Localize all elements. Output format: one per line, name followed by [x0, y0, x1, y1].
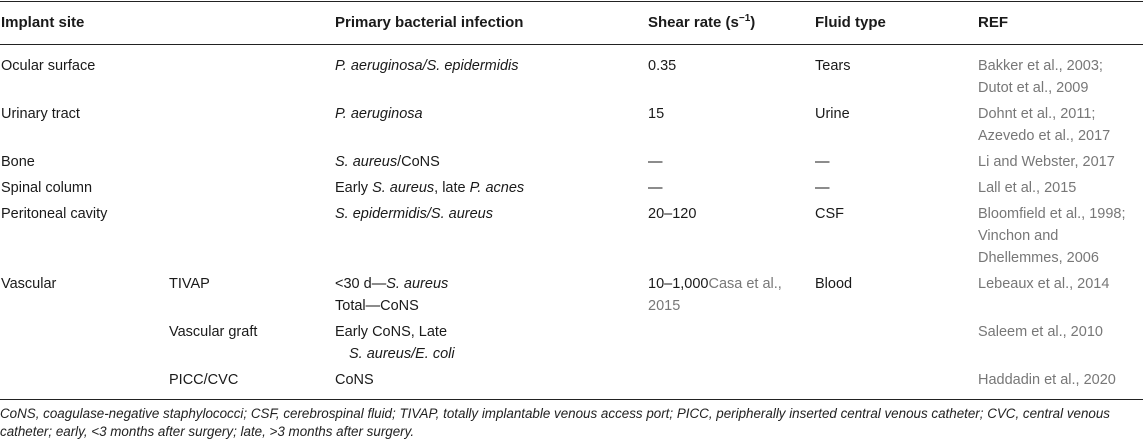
- top-rule: [0, 1, 1143, 2]
- infection-graft-2: S. aureus/E. coli: [349, 346, 455, 362]
- infection-picc-1: CoNS: [335, 372, 374, 388]
- header-ref: REF: [978, 14, 1008, 31]
- header-fluid-type: Fluid type: [815, 14, 886, 31]
- infection-ocular: P. aeruginosa/S. epidermidis: [335, 58, 519, 74]
- site-peritoneal: Peritoneal cavity: [1, 206, 108, 222]
- site-ocular: Ocular surface: [1, 58, 96, 74]
- site-vascular: Vascular: [1, 276, 57, 292]
- site-bone: Bone: [1, 154, 35, 170]
- shear-spinal: —: [648, 180, 663, 196]
- header-implant-site: Implant site: [1, 14, 85, 31]
- fluid-ocular: Tears: [815, 58, 851, 74]
- fluid-urinary: Urine: [815, 106, 850, 122]
- shear-tivap-1: 10–1,000Casa et al.,: [648, 276, 782, 292]
- bottom-rule: [0, 399, 1143, 400]
- infection-tivap-1: <30 d—S. aureus: [335, 276, 449, 292]
- shear-ocular: 0.35: [648, 58, 677, 74]
- header-shear-rate: Shear rate (s−1): [648, 13, 756, 32]
- infection-bone: S. aureus/CoNS: [335, 154, 440, 170]
- ref-picc-1: Haddadin et al., 2020: [978, 372, 1116, 388]
- infection-tivap-2: Total—CoNS: [335, 298, 419, 314]
- ref-spinal-1: Lall et al., 2015: [978, 180, 1077, 196]
- infection-peritoneal: S. epidermidis/S. aureus: [335, 206, 493, 222]
- site-urinary: Urinary tract: [1, 106, 80, 122]
- header-rule: [0, 44, 1143, 45]
- shear-tivap-2: 2015: [648, 298, 681, 314]
- infection-urinary: P. aeruginosa: [335, 106, 423, 122]
- header-infection: Primary bacterial infection: [335, 14, 524, 31]
- infection-graft-1: Early CoNS, Late: [335, 324, 448, 340]
- fluid-bone: —: [815, 154, 830, 170]
- shear-urinary: 15: [648, 106, 665, 122]
- ref-bone-1: Li and Webster, 2017: [978, 154, 1115, 170]
- ref-urinary-2: Azevedo et al., 2017: [978, 128, 1111, 144]
- ref-peritoneal-1: Bloomfield et al., 1998;: [978, 206, 1126, 222]
- ref-urinary-1: Dohnt et al., 2011;: [978, 106, 1096, 122]
- sub-picc: PICC/CVC: [169, 372, 239, 388]
- sub-graft: Vascular graft: [169, 324, 258, 340]
- ref-peritoneal-2: Vinchon and: [978, 228, 1059, 244]
- ref-graft-1: Saleem et al., 2010: [978, 324, 1103, 340]
- ref-tivap-1: Lebeaux et al., 2014: [978, 276, 1110, 292]
- shear-peritoneal: 20–120: [648, 206, 697, 222]
- site-spinal: Spinal column: [1, 180, 93, 196]
- shear-bone: —: [648, 154, 663, 170]
- ref-ocular-2: Dutot et al., 2009: [978, 80, 1089, 96]
- ref-peritoneal-3: Dhellemmes, 2006: [978, 250, 1099, 266]
- table-footnote: CoNS, coagulase-negative staphylococci; …: [0, 406, 1111, 439]
- ref-ocular-1: Bakker et al., 2003;: [978, 58, 1103, 74]
- sub-tivap: TIVAP: [169, 276, 210, 292]
- fluid-tivap: Blood: [815, 276, 853, 292]
- infection-spinal: Early S. aureus, late P. acnes: [335, 180, 525, 196]
- fluid-peritoneal: CSF: [815, 206, 844, 222]
- fluid-spinal: —: [815, 180, 830, 196]
